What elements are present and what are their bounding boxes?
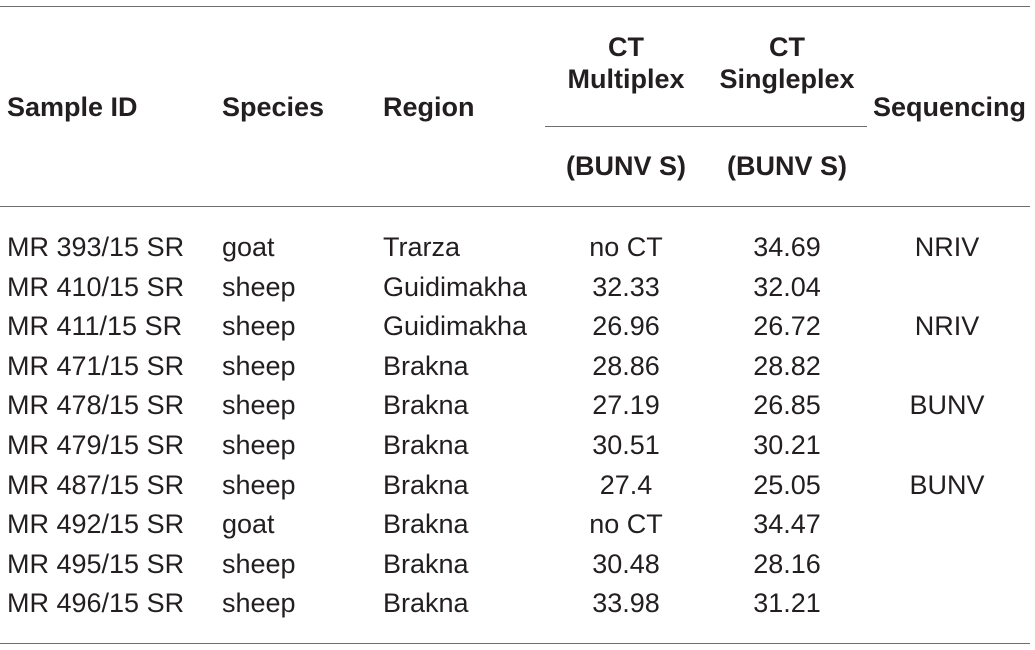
cell-ct-multiplex: 30.51 (592, 429, 660, 460)
cell-species: sheep (222, 429, 296, 460)
header-ct-multiplex-line1: CT (608, 32, 644, 62)
table-row: MR 471/15 SR sheep Brakna 28.86 28.82 (0, 347, 1035, 387)
header-sample-id: Sample ID (7, 92, 138, 122)
table-row: MR 478/15 SR sheep Brakna 27.19 26.85 BU… (0, 386, 1035, 426)
cell-ct-singleplex: 25.05 (753, 469, 821, 500)
cell-ct-multiplex: 27.19 (592, 390, 660, 421)
table-row: MR 393/15 SR goat Trarza no CT 34.69 NRI… (0, 228, 1035, 268)
cell-ct-multiplex: no CT (589, 232, 663, 262)
table-row: MR 492/15 SR goat Brakna no CT 34.47 (0, 505, 1035, 545)
header-ct-singleplex-line1: CT (769, 32, 805, 62)
cell-region: Brakna (383, 429, 469, 460)
cell-sample-id: MR 411/15 SR (7, 311, 183, 342)
header-species: Species (222, 92, 325, 122)
header-multiplex-subheading: (BUNV S) (566, 151, 686, 181)
cell-species: sheep (222, 350, 296, 381)
header-region: Region (383, 92, 475, 122)
cell-region: Brakna (383, 509, 469, 540)
cell-region: Brakna (383, 588, 469, 619)
header-bottom-rule (0, 206, 1030, 207)
cell-ct-singleplex: 28.82 (753, 350, 821, 381)
table-row: MR 479/15 SR sheep Brakna 30.51 30.21 (0, 426, 1035, 466)
table-top-rule (0, 6, 1030, 7)
cell-species: sheep (222, 548, 296, 579)
cell-region: Brakna (383, 350, 469, 381)
cell-species: sheep (222, 271, 296, 302)
cell-ct-multiplex: 33.98 (592, 588, 660, 619)
cell-region: Guidimakha (383, 271, 528, 302)
cell-region: Guidimakha (383, 311, 528, 342)
cell-sequencing: NRIV (914, 232, 980, 262)
table-row: MR 496/15 SR sheep Brakna 33.98 31.21 (0, 584, 1035, 624)
cell-species: goat (222, 232, 275, 262)
cell-sample-id: MR 479/15 SR (7, 429, 185, 460)
cell-species: sheep (222, 390, 296, 421)
cell-sample-id: MR 478/15 SR (7, 390, 185, 421)
cell-ct-multiplex: 27.4 (599, 469, 653, 500)
table-bottom-rule (0, 643, 1030, 644)
cell-sample-id: MR 393/15 SR (7, 232, 185, 262)
cell-sample-id: MR 487/15 SR (7, 469, 185, 500)
cell-ct-multiplex: no CT (589, 509, 663, 540)
cell-ct-singleplex: 32.04 (753, 271, 821, 302)
cell-ct-singleplex: 26.72 (753, 311, 821, 342)
header-ct-multiplex-line2: Multiplex (567, 64, 685, 94)
cell-species: goat (222, 509, 275, 540)
cell-ct-singleplex: 31.21 (753, 588, 821, 619)
cell-species: sheep (222, 311, 296, 342)
header-ct-multiplex: CT Multiplex (545, 31, 707, 95)
cell-sample-id: MR 471/15 SR (7, 350, 185, 381)
header-sequencing: Sequencing (872, 92, 1027, 122)
cell-region: Brakna (383, 469, 469, 500)
cell-region: Trarza (383, 232, 461, 262)
header-ct-singleplex: CT Singleplex (707, 31, 867, 95)
cell-sequencing: NRIV (914, 311, 980, 342)
cell-ct-singleplex: 34.69 (753, 232, 821, 262)
table-row: MR 411/15 SR sheep Guidimakha 26.96 26.7… (0, 307, 1035, 347)
header-ct-singleplex-line2: Singleplex (719, 64, 855, 94)
cell-region: Brakna (383, 390, 469, 421)
cell-ct-singleplex: 30.21 (753, 429, 821, 460)
cell-sample-id: MR 495/15 SR (7, 548, 185, 579)
cell-sequencing: BUNV (909, 469, 985, 500)
table-row: MR 495/15 SR sheep Brakna 30.48 28.16 (0, 545, 1035, 585)
header-singleplex-subheading: (BUNV S) (727, 151, 847, 181)
cell-ct-singleplex: 34.47 (753, 509, 821, 540)
header-spanner-rule (545, 126, 867, 127)
cell-sample-id: MR 410/15 SR (7, 271, 185, 302)
table-body: MR 393/15 SR goat Trarza no CT 34.69 NRI… (0, 228, 1035, 624)
cell-ct-multiplex: 30.48 (592, 548, 660, 579)
cell-ct-multiplex: 26.96 (592, 311, 660, 342)
table-row: MR 487/15 SR sheep Brakna 27.4 25.05 BUN… (0, 466, 1035, 506)
cell-sample-id: MR 496/15 SR (7, 588, 185, 619)
cell-ct-singleplex: 26.85 (753, 390, 821, 421)
cell-ct-singleplex: 28.16 (753, 548, 821, 579)
table-row: MR 410/15 SR sheep Guidimakha 32.33 32.0… (0, 268, 1035, 308)
cell-sample-id: MR 492/15 SR (7, 509, 185, 540)
cell-ct-multiplex: 28.86 (592, 350, 660, 381)
cell-species: sheep (222, 469, 296, 500)
cell-sequencing: BUNV (909, 390, 985, 421)
cell-ct-multiplex: 32.33 (592, 271, 660, 302)
cell-species: sheep (222, 588, 296, 619)
cell-region: Brakna (383, 548, 469, 579)
